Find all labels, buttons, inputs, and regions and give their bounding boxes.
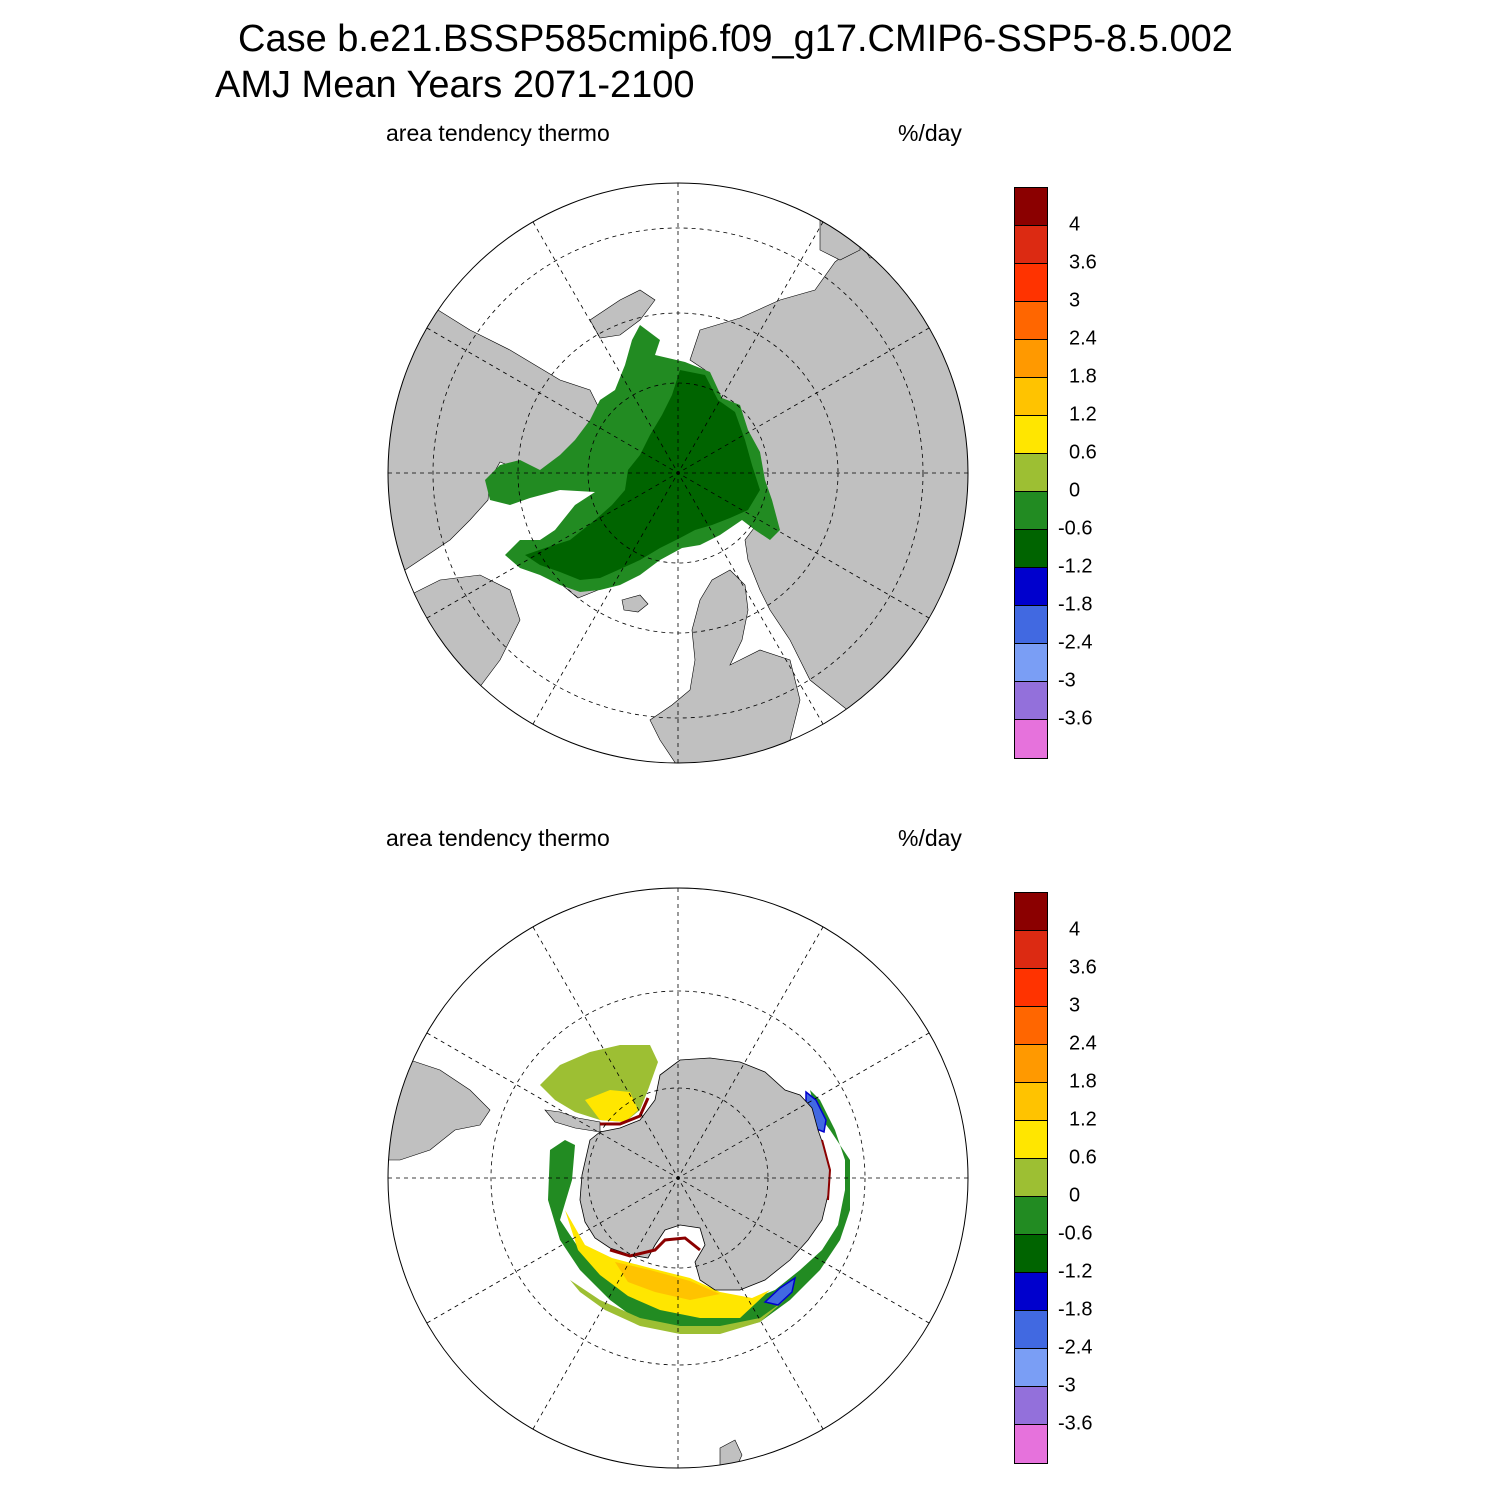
south-colorbar-tick-label: 4 <box>1069 918 1081 941</box>
south-colorbar-tick-label: 1.8 <box>1069 1070 1097 1093</box>
north-panel-variable-label: area tendency thermo <box>386 120 610 146</box>
south-colorbar-swatch <box>1015 969 1047 1007</box>
north-colorbar-tick-label: 1.8 <box>1069 365 1097 388</box>
north-colorbar-swatch <box>1015 682 1047 720</box>
north-colorbar-swatch <box>1015 606 1047 644</box>
north-colorbar-tick-label: -2.4 <box>1058 631 1093 654</box>
south-colorbar-swatch <box>1015 1311 1047 1349</box>
south-colorbar-tick-label: 1.2 <box>1069 1108 1097 1131</box>
north-colorbar-tick-label: -1.2 <box>1058 555 1093 578</box>
north-colorbar-tick-label: 0 <box>1069 479 1081 502</box>
south-colorbar-tick-label: -0.6 <box>1058 1222 1093 1245</box>
north-colorbar-swatch <box>1015 264 1047 302</box>
south-colorbar-tick-label: -1.2 <box>1058 1260 1093 1283</box>
south-colorbar-tick-label: -3.6 <box>1058 1412 1093 1435</box>
south-panel-variable-label: area tendency thermo <box>386 825 610 851</box>
north-colorbar-tick-label: 0.6 <box>1069 441 1097 464</box>
south-colorbar-tick-label: -3 <box>1058 1374 1076 1397</box>
south-graticule <box>388 888 968 1468</box>
north-graticule <box>388 183 968 763</box>
south-colorbar-swatch <box>1015 1007 1047 1045</box>
south-colorbar-tick-label: 0.6 <box>1069 1146 1097 1169</box>
north-polar-map <box>387 182 969 764</box>
south-colorbar-tick-label: 2.4 <box>1069 1032 1097 1055</box>
north-map-border <box>387 182 969 764</box>
north-colorbar-tick-label: 3 <box>1069 289 1081 312</box>
north-colorbar-tick-label: 4 <box>1069 213 1081 236</box>
south-polar-map <box>387 887 969 1469</box>
south-colorbar-tick-label: -1.8 <box>1058 1298 1093 1321</box>
south-colorbar-tick-label: 3.6 <box>1069 956 1097 979</box>
north-colorbar-tick-label: 3.6 <box>1069 251 1097 274</box>
south-ice-edge-weddell <box>600 1097 650 1126</box>
north-colorbar-tick-label: -3.6 <box>1058 707 1093 730</box>
north-colorbar-tick-label: -1.8 <box>1058 593 1093 616</box>
south-ice-weddell-yellow <box>585 1090 638 1122</box>
south-ice-ross-orange <box>615 1262 720 1300</box>
north-colorbar-swatch <box>1015 416 1047 454</box>
south-colorbar-swatch <box>1015 931 1047 969</box>
north-colorbar-swatch <box>1015 226 1047 264</box>
south-colorbar-tick-label: 0 <box>1069 1184 1081 1207</box>
south-colorbar-swatch <box>1015 1159 1047 1197</box>
north-panel-units-label: %/day <box>898 120 962 146</box>
south-colorbar <box>1014 892 1048 1464</box>
north-colorbar-swatch <box>1015 454 1047 492</box>
south-ice-green-band <box>570 1280 785 1334</box>
south-map-border <box>387 887 969 1469</box>
south-colorbar-swatch <box>1015 1235 1047 1273</box>
south-ice-edge-east <box>821 1139 832 1201</box>
figure-title-period: AMJ Mean Years 2071-2100 <box>215 64 695 106</box>
south-ice-ross-yellow <box>565 1210 770 1318</box>
south-colorbar-tick-label: 3 <box>1069 994 1081 1017</box>
south-colorbar-swatch <box>1015 1387 1047 1425</box>
north-land-iceland <box>621 594 649 613</box>
north-colorbar-swatch <box>1015 378 1047 416</box>
north-colorbar-tick-label: -3 <box>1058 669 1076 692</box>
north-ice-field-dark <box>525 370 760 580</box>
south-colorbar-swatch <box>1015 1083 1047 1121</box>
south-colorbar-swatch <box>1015 893 1047 931</box>
north-colorbar-swatch <box>1015 340 1047 378</box>
north-colorbar-tick-label: 2.4 <box>1069 327 1097 350</box>
south-land-antarctic-peninsula <box>544 1109 601 1133</box>
south-colorbar-swatch <box>1015 1045 1047 1083</box>
south-ice-edge-ross <box>609 1236 701 1258</box>
north-colorbar <box>1014 187 1048 759</box>
north-colorbar-swatch <box>1015 720 1047 758</box>
north-land-arctic-islands <box>589 289 656 339</box>
south-colorbar-tick-label: -2.4 <box>1058 1336 1093 1359</box>
north-colorbar-tick-label: 1.2 <box>1069 403 1097 426</box>
north-colorbar-swatch <box>1015 568 1047 606</box>
north-colorbar-swatch <box>1015 644 1047 682</box>
north-colorbar-swatch <box>1015 302 1047 340</box>
figure-title-case: Case b.e21.BSSP585cmip6.f09_g17.CMIP6-SS… <box>238 18 1233 60</box>
south-colorbar-swatch <box>1015 1349 1047 1387</box>
south-colorbar-swatch <box>1015 1273 1047 1311</box>
south-panel-units-label: %/day <box>898 825 962 851</box>
north-colorbar-swatch <box>1015 530 1047 568</box>
north-colorbar-swatch <box>1015 492 1047 530</box>
north-colorbar-swatch <box>1015 188 1047 226</box>
south-colorbar-swatch <box>1015 1121 1047 1159</box>
south-colorbar-swatch <box>1015 1197 1047 1235</box>
north-colorbar-tick-label: -0.6 <box>1058 517 1093 540</box>
south-colorbar-swatch <box>1015 1425 1047 1463</box>
south-ice-blue-southeast <box>763 1276 797 1306</box>
south-land-south-america <box>388 1059 491 1161</box>
